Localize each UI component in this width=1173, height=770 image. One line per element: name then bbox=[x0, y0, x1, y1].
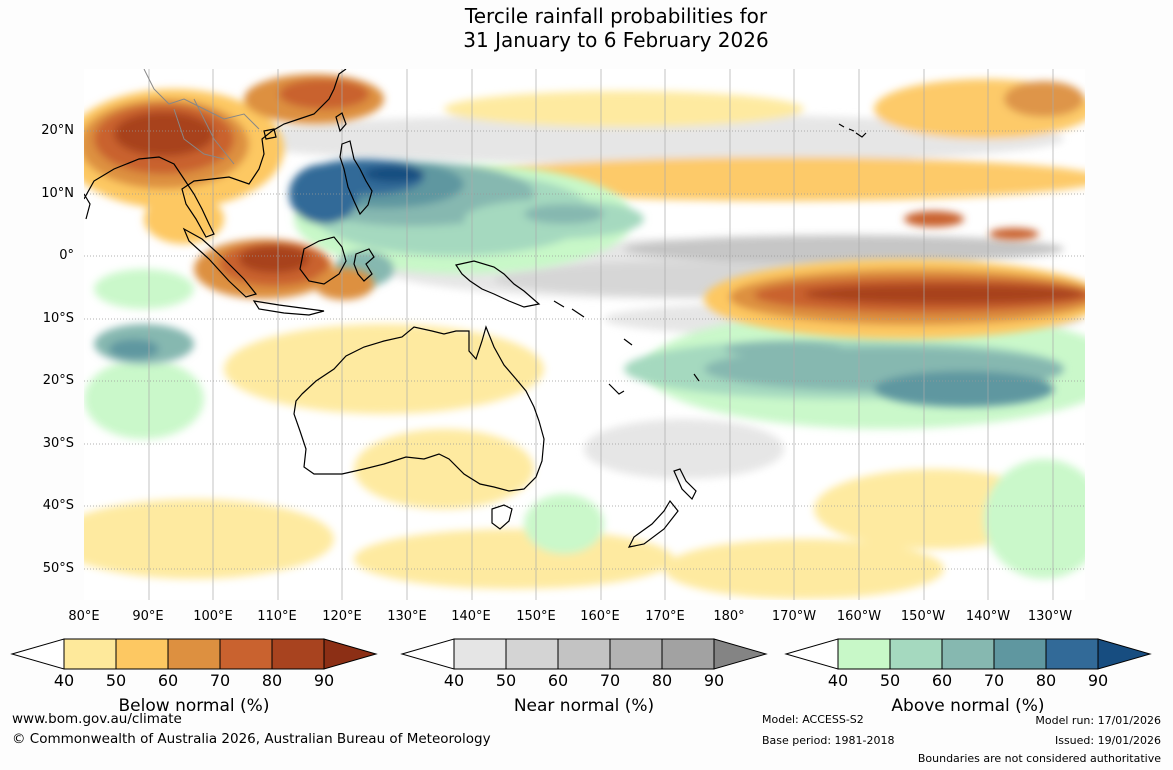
colorbar-above-normal-segment-4 bbox=[1045, 638, 1099, 670]
colorbar-near-normal-segment-5 bbox=[713, 638, 768, 670]
coastlines bbox=[84, 69, 867, 548]
lat-label-20n: 20°N bbox=[41, 123, 74, 138]
colorbar-above-normal-segment-1 bbox=[889, 638, 943, 670]
lon-label-100e: 100°E bbox=[193, 609, 233, 624]
lat-label-10s: 10°S bbox=[42, 311, 74, 326]
near-tick-50: 50 bbox=[495, 671, 517, 690]
borneo-coast bbox=[299, 236, 347, 285]
below-tick-80: 80 bbox=[261, 671, 283, 690]
colorbar-below-normal-segment-0 bbox=[63, 638, 117, 670]
sumatra-coast bbox=[182, 227, 258, 298]
below-tick-60: 60 bbox=[157, 671, 179, 690]
lon-label-160e: 160°E bbox=[580, 609, 620, 624]
tasmania-coast bbox=[491, 504, 513, 530]
colorbar-near-normal-segment-1 bbox=[505, 638, 559, 670]
copyright-text: © Commonwealth of Australia 2026, Austra… bbox=[12, 731, 491, 747]
new-zealand-coast bbox=[627, 468, 697, 548]
lat-label-20s: 20°S bbox=[42, 373, 74, 388]
colorbar-near-normal-segment-0 bbox=[453, 638, 507, 670]
near-tick-80: 80 bbox=[651, 671, 673, 690]
taiwan-coast bbox=[335, 112, 347, 133]
below-tick-90: 90 bbox=[313, 671, 335, 690]
hainan-coast bbox=[263, 128, 277, 140]
title-line-1: Tercile rainfall probabilities for bbox=[464, 4, 768, 28]
colorbar-below-normal bbox=[10, 638, 378, 670]
above-tick-80: 80 bbox=[1035, 671, 1057, 690]
lon-label-120e: 120°E bbox=[322, 609, 362, 624]
lon-label-80e: 80°E bbox=[68, 609, 100, 624]
lon-label-90e: 90°E bbox=[132, 609, 164, 624]
above-tick-40: 40 bbox=[827, 671, 849, 690]
colorbar-below-normal-segment-2 bbox=[167, 638, 221, 670]
lon-label-170w: 170°W bbox=[771, 609, 817, 624]
above-tick-70: 70 bbox=[983, 671, 1005, 690]
colorbar-near-normal-segment-4 bbox=[661, 638, 715, 670]
colorbar-near-normal bbox=[400, 638, 768, 670]
new-guinea-coast bbox=[455, 260, 541, 308]
colorbar-near-normal-segment-2 bbox=[557, 638, 611, 670]
lon-label-110e: 110°E bbox=[257, 609, 297, 624]
lat-label-30s: 30°S bbox=[42, 436, 74, 451]
disclaimer-text: Boundaries are not considered authoritat… bbox=[917, 752, 1161, 765]
mainland-asia-coast bbox=[84, 69, 347, 238]
hawaii-coast bbox=[838, 123, 867, 138]
above-tick-60: 60 bbox=[931, 671, 953, 690]
lon-label-130w: 130°W bbox=[1027, 609, 1073, 624]
colorbar-above-normal bbox=[784, 638, 1152, 670]
near-tick-70: 70 bbox=[599, 671, 621, 690]
lat-label-0: 0° bbox=[59, 248, 74, 263]
base-period-text: Base period: 1981-2018 bbox=[762, 734, 895, 747]
lat-label-10n: 10°N bbox=[41, 186, 74, 201]
near-tick-60: 60 bbox=[547, 671, 569, 690]
colorbar-above-normal-segment-5 bbox=[1097, 638, 1152, 670]
probability-fields bbox=[84, 74, 1085, 599]
country-borders bbox=[143, 69, 260, 165]
java-coast bbox=[252, 300, 325, 316]
colorbar-above-normal-segment-2 bbox=[941, 638, 995, 670]
sulawesi-coast bbox=[353, 248, 375, 282]
lon-label-140w: 140°W bbox=[965, 609, 1011, 624]
lon-label-170e: 170°E bbox=[645, 609, 685, 624]
australia-coast bbox=[293, 325, 545, 492]
issued-text: Issued: 19/01/2026 bbox=[1054, 734, 1161, 747]
lon-label-160w: 160°W bbox=[836, 609, 882, 624]
near-normal-title: Near normal (%) bbox=[513, 696, 655, 716]
below-tick-40: 40 bbox=[53, 671, 75, 690]
lon-label-180: 180° bbox=[713, 609, 745, 624]
above-tick-50: 50 bbox=[879, 671, 901, 690]
colorbar-near-normal-segment-3 bbox=[609, 638, 663, 670]
model-text: Model: ACCESS-S2 bbox=[762, 713, 864, 726]
near-tick-90: 90 bbox=[703, 671, 725, 690]
below-tick-50: 50 bbox=[105, 671, 127, 690]
colorbar-above-normal-segment-0 bbox=[837, 638, 891, 670]
colorbar-below-normal-segment-1 bbox=[115, 638, 169, 670]
lat-label-40s: 40°S bbox=[42, 498, 74, 513]
india-coast bbox=[84, 193, 91, 220]
lon-label-140e: 140°E bbox=[451, 609, 491, 624]
rainfall-map bbox=[84, 69, 1085, 600]
colorbar-below-normal-segment-3 bbox=[219, 638, 273, 670]
colorbar-above-normal-segment-3 bbox=[993, 638, 1047, 670]
graticule bbox=[84, 130, 1085, 570]
below-normal-title: Below normal (%) bbox=[118, 696, 270, 716]
title-line-2: 31 January to 6 February 2026 bbox=[463, 28, 769, 52]
colorbar-below-normal-segment-4 bbox=[271, 638, 325, 670]
colorbar-below-normal-segment-5 bbox=[323, 638, 378, 670]
philippines-coast bbox=[339, 140, 373, 216]
model-run-text: Model run: 17/01/2026 bbox=[1035, 714, 1161, 727]
lon-label-130e: 130°E bbox=[387, 609, 427, 624]
near-tick-40: 40 bbox=[443, 671, 465, 690]
lon-label-150e: 150°E bbox=[516, 609, 556, 624]
website-link[interactable]: www.bom.gov.au/climate bbox=[12, 711, 182, 727]
map-title: Tercile rainfall probabilities for 31 Ja… bbox=[0, 4, 1173, 52]
lat-label-50s: 50°S bbox=[42, 561, 74, 576]
above-tick-90: 90 bbox=[1087, 671, 1109, 690]
below-tick-70: 70 bbox=[209, 671, 231, 690]
above-normal-title: Above normal (%) bbox=[891, 696, 1045, 716]
pacific-islands-coast bbox=[553, 300, 700, 395]
lon-label-150w: 150°W bbox=[900, 609, 946, 624]
